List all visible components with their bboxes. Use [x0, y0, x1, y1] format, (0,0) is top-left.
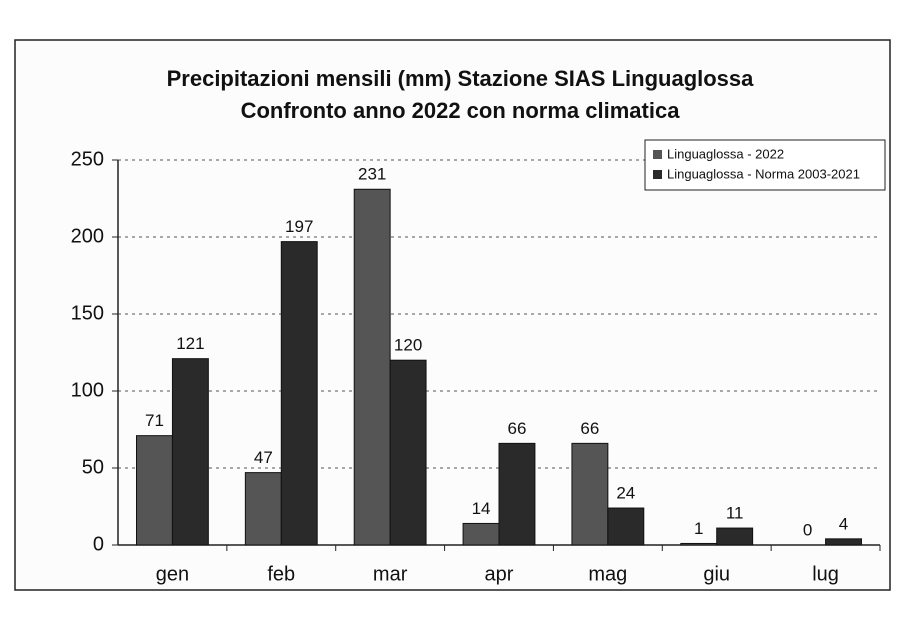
x-tick-label: feb — [267, 563, 295, 585]
x-tick-label: mag — [588, 563, 627, 585]
bar — [171, 358, 209, 546]
value-label: 66 — [508, 419, 527, 438]
x-tick-label: apr — [485, 563, 514, 585]
value-label: 11 — [726, 504, 744, 523]
chart-title: Precipitazioni mensili (mm) Stazione SIA… — [167, 66, 755, 91]
bar — [571, 442, 609, 546]
bar — [825, 538, 862, 546]
bar — [389, 359, 427, 546]
legend-box — [644, 139, 886, 191]
legend-swatch — [653, 170, 662, 179]
bar — [680, 542, 718, 546]
y-tick-label: 150 — [71, 302, 104, 324]
bar — [136, 435, 173, 546]
y-tick-label: 250 — [71, 148, 104, 170]
value-label: 4 — [839, 514, 848, 533]
bar — [607, 507, 645, 546]
y-tick-label: 100 — [71, 379, 104, 401]
value-label: 1 — [694, 519, 703, 538]
bar — [462, 522, 500, 546]
x-tick-label: giu — [703, 563, 730, 585]
value-label: 197 — [285, 217, 313, 236]
bar — [498, 442, 536, 546]
value-label: 71 — [145, 411, 164, 430]
value-label: 14 — [472, 499, 491, 518]
x-tick-label: lug — [812, 563, 839, 585]
chart-subtitle: Confronto anno 2022 con norma climatica — [241, 98, 681, 123]
legend-label: Linguaglossa - 2022 — [667, 146, 784, 161]
y-tick-label: 0 — [93, 533, 104, 555]
value-label: 121 — [176, 334, 204, 353]
value-label: 47 — [254, 448, 273, 467]
value-label: 0 — [803, 520, 812, 539]
bar — [280, 241, 318, 546]
value-label: 24 — [616, 484, 635, 503]
y-tick-label: 50 — [82, 456, 104, 478]
legend-swatch — [653, 150, 662, 159]
bar — [244, 472, 282, 546]
bar — [353, 188, 391, 546]
legend-label: Linguaglossa - Norma 2003-2021 — [667, 166, 860, 181]
value-label: 66 — [580, 419, 599, 438]
bar — [716, 527, 754, 546]
value-label: 231 — [358, 165, 386, 184]
value-label: 120 — [394, 336, 422, 355]
x-tick-label: mar — [373, 563, 408, 585]
y-tick-label: 200 — [71, 225, 104, 247]
x-tick-label: gen — [156, 563, 189, 585]
